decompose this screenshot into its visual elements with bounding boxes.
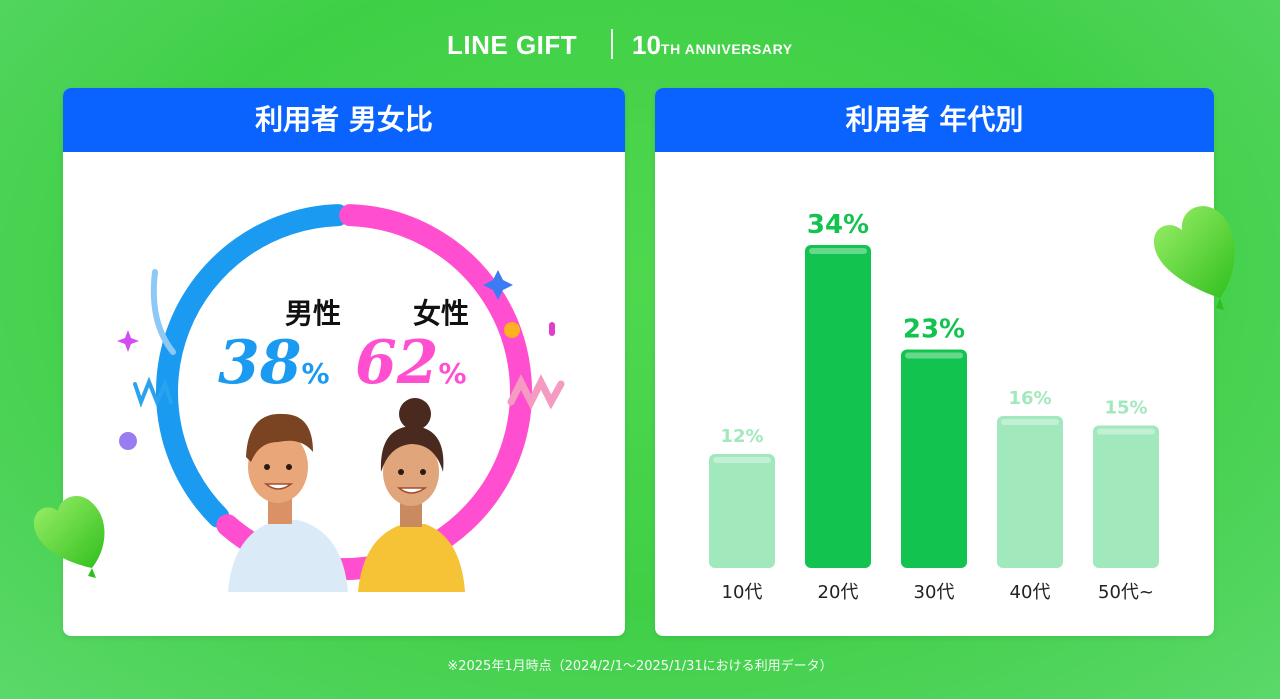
heart-balloon-icon bbox=[1153, 206, 1235, 310]
bar-value-label-2: 34% bbox=[807, 210, 869, 240]
bar-highlight-4 bbox=[1001, 419, 1059, 425]
sparkle-icon bbox=[483, 270, 513, 300]
bar-value-label-4: 16% bbox=[1008, 388, 1051, 409]
anniversary-number: 10 bbox=[632, 30, 661, 60]
bar-highlight-5 bbox=[1097, 428, 1155, 435]
female-value: 62 bbox=[355, 328, 439, 398]
male-percentage: 38% bbox=[218, 328, 330, 398]
male-label: 男性 bbox=[284, 297, 341, 330]
female-percentage: 62% bbox=[355, 328, 467, 398]
header-divider bbox=[611, 29, 613, 59]
bar-5 bbox=[1093, 425, 1159, 568]
category-label-3: 30代 bbox=[914, 582, 955, 603]
bar-2 bbox=[805, 245, 871, 568]
heart-balloon-icon bbox=[34, 496, 105, 578]
gender-donut-chart bbox=[117, 204, 565, 592]
sparkle-icon bbox=[117, 330, 139, 352]
gender-card-title: 利用者 男女比 bbox=[63, 88, 625, 152]
female-label: 女性 bbox=[412, 297, 469, 330]
bar-value-label-1: 12% bbox=[720, 426, 763, 447]
percent-sign: % bbox=[438, 357, 467, 390]
bar-highlight-3 bbox=[905, 352, 963, 359]
bar-highlight-1 bbox=[713, 457, 771, 463]
category-label-2: 20代 bbox=[818, 582, 859, 603]
bar-3 bbox=[901, 349, 967, 568]
age-card-title: 利用者 年代別 bbox=[655, 88, 1214, 152]
header: LINE GIFT 10TH ANNIVERSARY bbox=[0, 26, 1280, 62]
bar-4 bbox=[997, 416, 1063, 568]
confetti-bar-icon bbox=[549, 322, 555, 336]
squiggle-icon bbox=[507, 374, 565, 410]
category-label-5: 50代~ bbox=[1098, 582, 1154, 603]
female-avatar-icon bbox=[358, 398, 465, 592]
percent-sign: % bbox=[301, 357, 330, 390]
confetti-dot-icon bbox=[504, 322, 520, 338]
anniversary-logo: 10TH ANNIVERSARY bbox=[632, 30, 793, 61]
brand-logo: LINE GIFT bbox=[447, 30, 578, 60]
gender-ratio-card: 利用者 男女比 男性 bbox=[63, 88, 625, 636]
category-label-4: 40代 bbox=[1010, 582, 1051, 603]
ribbon-icon bbox=[150, 269, 176, 355]
bar-highlight-2 bbox=[809, 248, 867, 254]
footnote: ※2025年1月時点（2024/2/1～2025/1/31における利用データ） bbox=[447, 659, 833, 674]
age-distribution-card: 利用者 年代別 12% 10代 34% 20代 23% 30代 16% 40代 15% 50代~ bbox=[655, 88, 1214, 636]
male-segment bbox=[156, 204, 349, 528]
anniversary-text: TH ANNIVERSARY bbox=[660, 41, 793, 57]
category-label-1: 10代 bbox=[722, 582, 763, 603]
age-bar-chart: 12% 10代 34% 20代 23% 30代 16% 40代 15% 50代~ bbox=[709, 210, 1159, 603]
confetti-dot-icon bbox=[119, 432, 137, 450]
male-avatar-icon bbox=[228, 413, 348, 592]
squiggle-icon bbox=[133, 376, 173, 408]
bar-1 bbox=[709, 454, 775, 568]
male-value: 38 bbox=[218, 328, 302, 398]
bar-value-label-3: 23% bbox=[903, 315, 965, 345]
bar-value-label-5: 15% bbox=[1104, 398, 1147, 419]
